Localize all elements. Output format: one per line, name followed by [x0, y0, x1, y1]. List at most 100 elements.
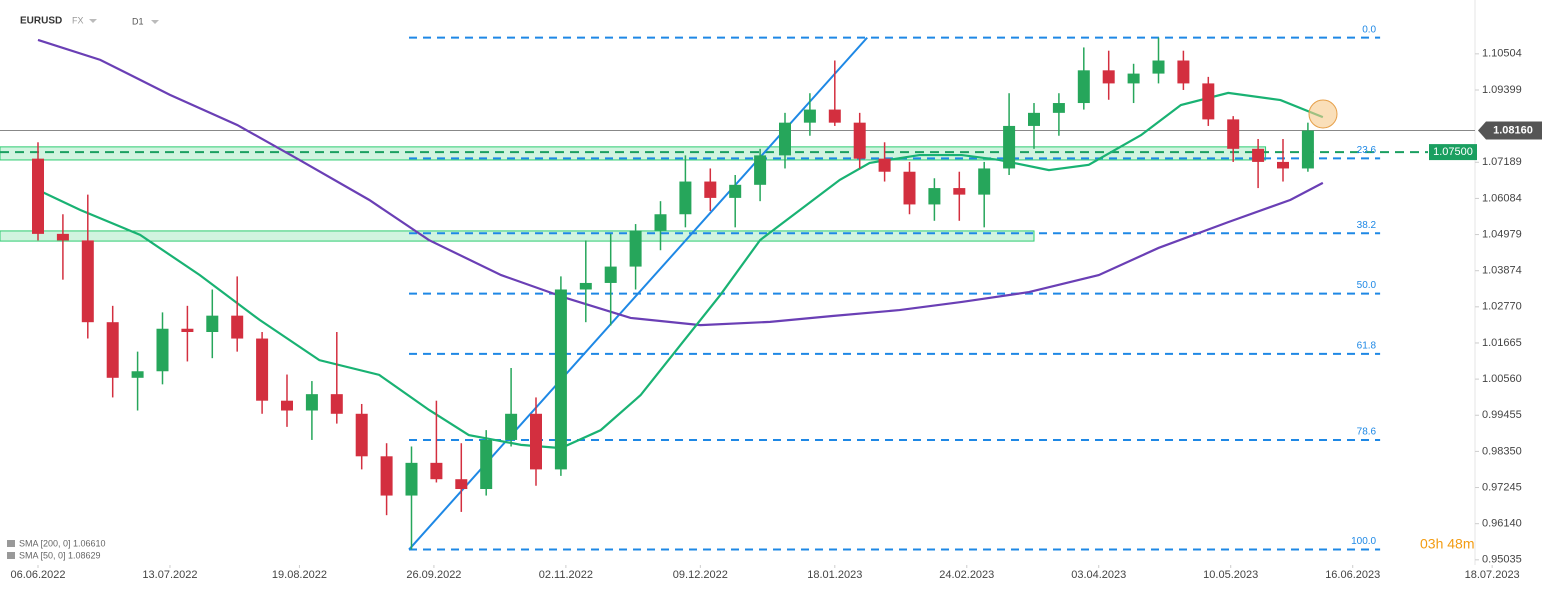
sma-line: [37, 91, 1324, 450]
y-tick-label: 0.95035: [1482, 554, 1522, 566]
candle-body: [1102, 70, 1115, 84]
candle-body: [256, 338, 269, 401]
x-tick-label: 19.08.2022: [272, 569, 327, 581]
candle-body: [953, 188, 966, 195]
candle-body: [828, 109, 841, 123]
x-tick-label: 13.07.2022: [142, 569, 197, 581]
y-tick-label: 1.03874: [1482, 265, 1522, 277]
candle-body: [156, 328, 169, 372]
candle-body: [355, 413, 368, 457]
market: FX: [72, 15, 84, 25]
candle-body: [480, 439, 493, 490]
candle-body: [729, 184, 742, 198]
fib-label: 78.6: [1357, 427, 1377, 438]
candle-body: [1152, 60, 1165, 74]
candle-body: [554, 289, 567, 470]
candle-body: [106, 322, 119, 378]
countdown: 03h 48m: [1420, 536, 1474, 552]
highlight-circle: [1308, 99, 1338, 129]
fib-label: 23.6: [1357, 145, 1377, 156]
candle-body: [704, 181, 717, 198]
x-tick-label: 26.09.2022: [406, 569, 461, 581]
marked-level-tag: [1429, 144, 1477, 161]
candle-body: [1077, 70, 1090, 104]
dropdown-icon[interactable]: [89, 19, 97, 23]
dropdown-icon[interactable]: [151, 20, 159, 24]
x-tick-label: 16.06.2023: [1325, 569, 1380, 581]
fib-label: 50.0: [1357, 280, 1377, 291]
legend-entry: SMA [50, 0] 1.08629: [19, 550, 101, 560]
y-tick-label: 1.10504: [1482, 48, 1522, 60]
candle-body: [1177, 60, 1190, 84]
y-tick-label: 1.04979: [1482, 228, 1522, 240]
symbol: EURUSD: [20, 16, 62, 27]
candle-body: [1301, 130, 1314, 169]
candle-body: [629, 230, 642, 267]
support-zone: [0, 230, 1035, 242]
candle-body: [679, 181, 692, 215]
x-tick-label: 03.04.2023: [1071, 569, 1126, 581]
x-tick-label: 10.05.2023: [1203, 569, 1258, 581]
fib-label: 61.8: [1357, 341, 1377, 352]
x-tick-label: 24.02.2023: [939, 569, 994, 581]
current-price-label: 1.08160: [1493, 124, 1533, 136]
candle-body: [56, 233, 69, 241]
candle-body: [330, 394, 343, 414]
y-tick-label: 1.06084: [1482, 192, 1522, 204]
candle-body: [280, 400, 293, 411]
legend-icon: [7, 540, 15, 547]
sma-line: [37, 38, 1324, 327]
y-tick-label: 0.96140: [1482, 518, 1522, 530]
candle-body: [878, 158, 891, 172]
interval[interactable]: D1: [132, 16, 144, 26]
candle-body: [206, 315, 219, 333]
candle-body: [1003, 125, 1016, 169]
legend-icon: [7, 552, 15, 559]
candle-body: [1052, 103, 1065, 113]
y-tick-label: 0.98350: [1482, 445, 1522, 457]
x-tick-label: 02.11.2022: [539, 569, 593, 581]
candle-body: [928, 188, 941, 205]
fib-label: 100.0: [1351, 536, 1376, 547]
fib-label: 38.2: [1357, 220, 1377, 231]
candle-body: [853, 122, 866, 159]
y-tick-label: 0.97245: [1482, 481, 1522, 493]
y-tick-label: 1.02770: [1482, 301, 1522, 313]
candle-body: [131, 371, 144, 378]
x-tick-label: 09.12.2022: [673, 569, 728, 581]
support-zone: [0, 146, 1267, 161]
candle-body: [380, 456, 393, 496]
candle-body: [81, 240, 94, 323]
candle-body: [1027, 112, 1040, 126]
candle-body: [455, 479, 468, 490]
candle-body: [181, 328, 194, 333]
x-tick-label: 06.06.2022: [10, 569, 65, 581]
candle-body: [1127, 73, 1140, 84]
y-tick-label: 1.09399: [1482, 84, 1522, 96]
y-tick-label: 1.07189: [1482, 156, 1522, 168]
x-tick-label: 18.07.2023: [1465, 569, 1520, 581]
candle-body: [604, 266, 617, 283]
candle-body: [1277, 161, 1290, 169]
candle-body: [1252, 148, 1265, 162]
candle-body: [903, 171, 916, 205]
candle-body: [430, 462, 443, 480]
candle-body: [31, 158, 44, 234]
candle-body: [579, 282, 592, 290]
candle-body: [405, 462, 418, 496]
candle-body: [505, 413, 518, 440]
y-tick-label: 0.99455: [1482, 409, 1522, 421]
candle-body: [778, 122, 791, 156]
current-price-tag: [1478, 121, 1542, 140]
candle-body: [231, 315, 244, 339]
candle-body: [654, 214, 667, 231]
candle-body: [305, 394, 318, 411]
candle-body: [978, 168, 991, 195]
marked-level-label: 1.07500: [1433, 146, 1473, 158]
candle-body: [1227, 119, 1240, 149]
x-tick-label: 18.01.2023: [807, 569, 862, 581]
candle-body: [803, 109, 816, 123]
y-tick-label: 1.01665: [1482, 337, 1522, 349]
